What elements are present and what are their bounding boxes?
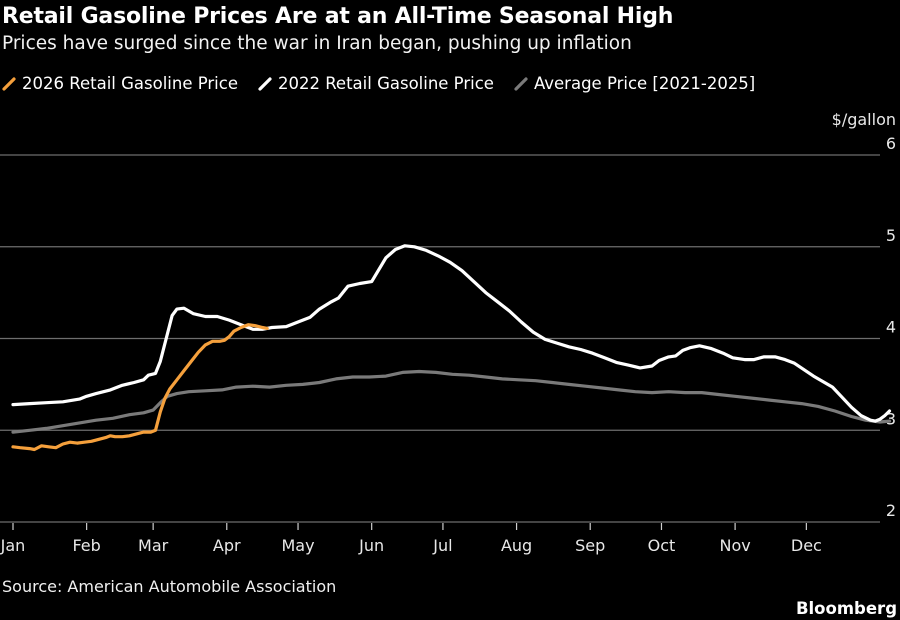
legend-swatch-average-icon — [514, 76, 528, 91]
chart-title: Retail Gasoline Prices Are at an All-Tim… — [2, 4, 674, 29]
x-tick-label-sep: Sep — [575, 536, 605, 555]
x-tick-label-feb: Feb — [72, 536, 100, 555]
y-tick-label-3: 3 — [886, 409, 896, 428]
gridlines — [0, 154, 880, 523]
x-axis-ticks: Jan Feb Mar Apr May Jun Jul Aug Sep Oct Nov Dec — [0, 523, 822, 555]
legend-label-2026: 2026 Retail Gasoline Price — [22, 74, 238, 93]
y-tick-label-5: 5 — [886, 226, 896, 245]
series-average-line — [11, 369, 892, 434]
source-note: Source: American Automobile Association — [2, 577, 337, 596]
x-tick-label-oct: Oct — [648, 536, 676, 555]
legend: 2026 Retail Gasoline Price 2022 Retail G… — [2, 74, 755, 93]
bloomberg-logo: Bloomberg — [795, 599, 897, 618]
legend-swatch-2026-icon — [2, 76, 16, 91]
series-lines — [11, 244, 892, 452]
x-tick-label-dec: Dec — [791, 536, 822, 555]
series-2022-line — [11, 244, 892, 423]
x-tick-label-mar: Mar — [138, 536, 169, 555]
y-axis-ticks: 2 3 4 5 6 — [886, 134, 896, 520]
x-tick-label-apr: Apr — [213, 536, 241, 555]
x-tick-label-nov: Nov — [719, 536, 750, 555]
x-tick-label-may: May — [282, 536, 315, 555]
x-tick-label-aug: Aug — [501, 536, 532, 555]
x-tick-label-jan: Jan — [0, 536, 25, 555]
legend-label-average: Average Price [2021-2025] — [533, 74, 756, 93]
legend-swatch-2022-icon — [258, 76, 272, 91]
y-axis-unit-label: $/gallon — [832, 110, 896, 129]
legend-label-2022: 2022 Retail Gasoline Price — [277, 74, 494, 93]
x-tick-label-jul: Jul — [432, 536, 452, 555]
chart-subtitle: Prices have surged since the war in Iran… — [2, 33, 632, 54]
legend-item-2022: 2022 Retail Gasoline Price — [258, 74, 494, 93]
y-tick-label-2: 2 — [886, 501, 896, 520]
series-2026-line — [11, 323, 269, 452]
y-tick-label-4: 4 — [886, 318, 896, 337]
legend-item-average: Average Price [2021-2025] — [514, 74, 755, 93]
legend-item-2026: 2026 Retail Gasoline Price — [2, 74, 238, 93]
y-tick-label-6: 6 — [886, 134, 896, 153]
x-tick-label-jun: Jun — [358, 536, 384, 555]
